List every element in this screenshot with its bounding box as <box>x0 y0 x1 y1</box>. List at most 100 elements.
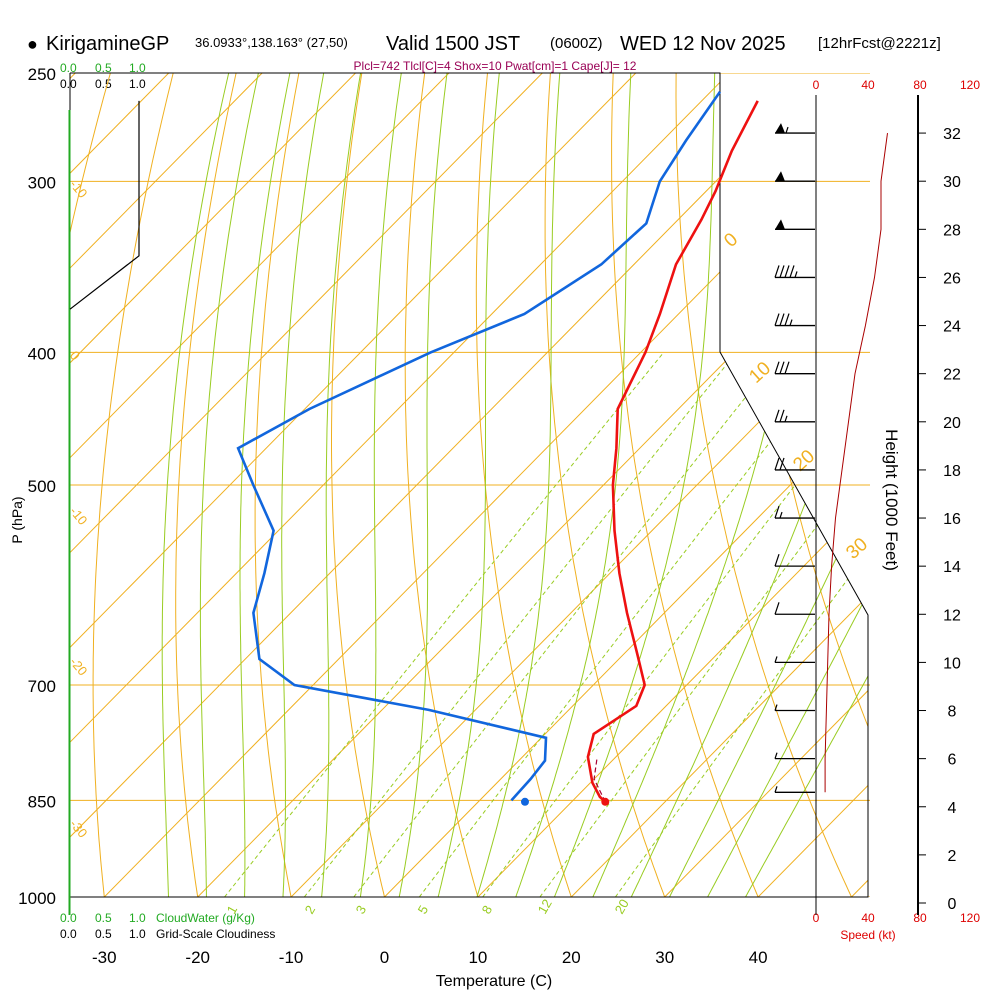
dry-adiabat-label: 10 <box>745 358 775 388</box>
sounding-profiles <box>236 90 759 806</box>
mixing-ratio-label: 3 <box>353 903 370 917</box>
temperature-profile <box>586 100 759 803</box>
isotherm-line <box>70 73 380 897</box>
dry-adiabat-line <box>611 73 772 897</box>
mixing-ratio-label: 8 <box>479 903 496 917</box>
temperature-tick-label: 20 <box>562 948 581 967</box>
isotherm-line <box>70 73 660 897</box>
moist-adiabat-line <box>161 73 235 897</box>
dry-adiabat-line <box>404 73 487 897</box>
height-tick-label: 22 <box>943 367 961 384</box>
dry-adiabat-line <box>925 49 1000 926</box>
utc-time: (0600Z) <box>550 35 603 52</box>
temperature-tick-label: -30 <box>92 948 117 967</box>
speed-scale-top: 0 40 80 120 <box>813 78 981 92</box>
cloudwater-tick: 0.0 <box>60 911 77 925</box>
height-tick-label: 18 <box>943 463 961 480</box>
moist-adiabat-line <box>729 73 868 897</box>
pressure-tick-label: 850 <box>28 792 56 811</box>
mixing-ratio-label: 20 <box>612 896 632 916</box>
dewpoint-profile <box>236 90 722 802</box>
wind-barb <box>774 704 815 712</box>
speed-axis-label: Speed (kt) <box>840 928 895 942</box>
mixing-ratio-label: 5 <box>415 903 432 917</box>
height-tick-label: 8 <box>948 704 957 721</box>
pressure-tick-label: 250 <box>28 65 56 84</box>
height-tick-label: 20 <box>943 415 961 432</box>
thermo-background <box>70 49 1000 926</box>
cloudiness-tick: 0.5 <box>95 77 112 91</box>
temperature-tick-label: 30 <box>655 948 674 967</box>
moist-adiabat-line <box>392 73 451 897</box>
wind-barbs <box>774 123 815 793</box>
isotherm-line <box>70 73 847 897</box>
cloudiness-tick: 1.0 <box>129 927 146 941</box>
title-bullet: ● <box>27 34 38 54</box>
pressure-tick-label: 400 <box>28 344 56 363</box>
wind-barb <box>774 505 815 519</box>
cloudwater-scale-bottom: 0.0 0.5 1.0 CloudWater (g/Kg) <box>60 911 255 925</box>
dry-adiabat-label: 30 <box>842 534 872 564</box>
mixing-ratio-line <box>614 352 868 897</box>
pressure-tick-label: 300 <box>28 173 56 192</box>
speed-tick: 120 <box>960 911 980 925</box>
dry-adiabat-line <box>331 73 393 897</box>
moist-adiabat-line <box>280 73 329 897</box>
moist-adiabat-line <box>617 73 868 897</box>
speed-tick: 120 <box>960 78 980 92</box>
height-tick-label: 32 <box>943 126 961 143</box>
station-name: KirigamineGP <box>46 33 169 55</box>
wind-speed-curve <box>824 133 888 793</box>
wind-barb <box>774 602 815 615</box>
wind-barb <box>775 171 815 182</box>
wind-barb <box>775 123 815 134</box>
mixing-ratio-line <box>353 352 782 897</box>
height-tick-label: 2 <box>948 848 957 865</box>
cloudwater-label: CloudWater (g/Kg) <box>156 911 255 925</box>
moist-adiabat-line <box>239 73 296 897</box>
mixing-ratio-line <box>482 352 868 897</box>
mixing-ratio-line <box>303 352 737 897</box>
stability-indices: Plcl=742 Tlcl[C]=4 Shox=10 Pwat[cm]=1 Ca… <box>354 59 637 73</box>
height-axis-label: Height (1000 Feet) <box>882 429 901 571</box>
wind-barb <box>774 553 815 567</box>
dry-adiabat-line <box>987 49 1000 926</box>
cloudwater-scale-top: 0.0 0.5 1.0 <box>60 61 146 75</box>
height-tick-label: 0 <box>948 896 957 913</box>
moist-adiabat-line <box>318 73 366 897</box>
height-tick-label: 28 <box>943 222 961 239</box>
y-axis-label: P (hPa) <box>9 496 25 543</box>
temperature-surface-marker <box>601 797 610 806</box>
isotherm-line <box>355 73 868 897</box>
isotherm-line <box>635 73 868 897</box>
cloudwater-tick: 0.0 <box>60 61 77 75</box>
cloudwater-tick: 0.5 <box>95 61 112 75</box>
cloudiness-tick: 0.5 <box>95 927 112 941</box>
temperature-tick-label: -10 <box>279 948 304 967</box>
dry-adiabat-line <box>475 73 582 897</box>
speed-tick: 40 <box>861 911 875 925</box>
dry-adiabat-line <box>544 73 677 897</box>
mixing-ratio-line <box>418 352 841 897</box>
forecast-info: [12hrFcst@2221z] <box>818 35 941 52</box>
wind-barb <box>774 656 815 664</box>
dry-adiabat-line <box>738 73 868 897</box>
speed-tick: 80 <box>913 78 927 92</box>
dry-adiabat-label: 0 <box>720 229 742 252</box>
pressure-tick-label: 700 <box>28 677 56 696</box>
valid-time: Valid 1500 JST <box>386 33 520 55</box>
isotherm-line <box>70 73 754 897</box>
wind-barb <box>775 219 815 230</box>
height-tick-label: 12 <box>943 607 961 624</box>
wind-barb <box>774 457 815 471</box>
dry-adiabat-line <box>675 73 866 897</box>
moist-adiabat-line <box>691 73 868 897</box>
speed-tick: 0 <box>813 78 820 92</box>
cloudiness-scale-bottom: 0.0 0.5 1.0 Grid-Scale Cloudiness <box>60 927 275 941</box>
height-tick-label: 4 <box>948 800 957 817</box>
wind-barb <box>774 361 815 375</box>
mixing-ratio-label: 12 <box>535 896 555 916</box>
speed-tick: 40 <box>861 78 875 92</box>
dry-adiabat-line <box>254 73 305 897</box>
